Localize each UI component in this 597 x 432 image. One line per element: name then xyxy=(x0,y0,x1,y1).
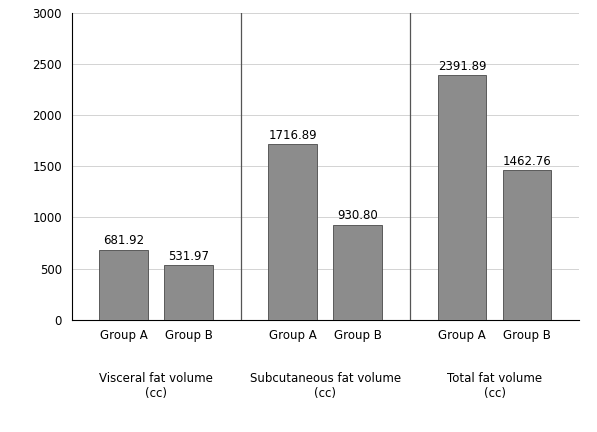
Text: 2391.89: 2391.89 xyxy=(438,60,486,73)
Text: 531.97: 531.97 xyxy=(168,250,209,263)
Bar xyxy=(269,144,317,320)
Text: 681.92: 681.92 xyxy=(103,235,144,248)
Bar xyxy=(438,75,487,320)
Text: Subcutaneous fat volume
(cc): Subcutaneous fat volume (cc) xyxy=(250,372,401,400)
Bar xyxy=(99,250,148,320)
Text: 1716.89: 1716.89 xyxy=(269,129,317,142)
Text: Visceral fat volume
(cc): Visceral fat volume (cc) xyxy=(99,372,213,400)
Text: 1462.76: 1462.76 xyxy=(503,155,552,168)
Text: Total fat volume
(cc): Total fat volume (cc) xyxy=(447,372,542,400)
Text: 930.80: 930.80 xyxy=(337,209,378,222)
Bar xyxy=(503,170,552,320)
Bar xyxy=(334,225,382,320)
Bar xyxy=(164,265,213,320)
